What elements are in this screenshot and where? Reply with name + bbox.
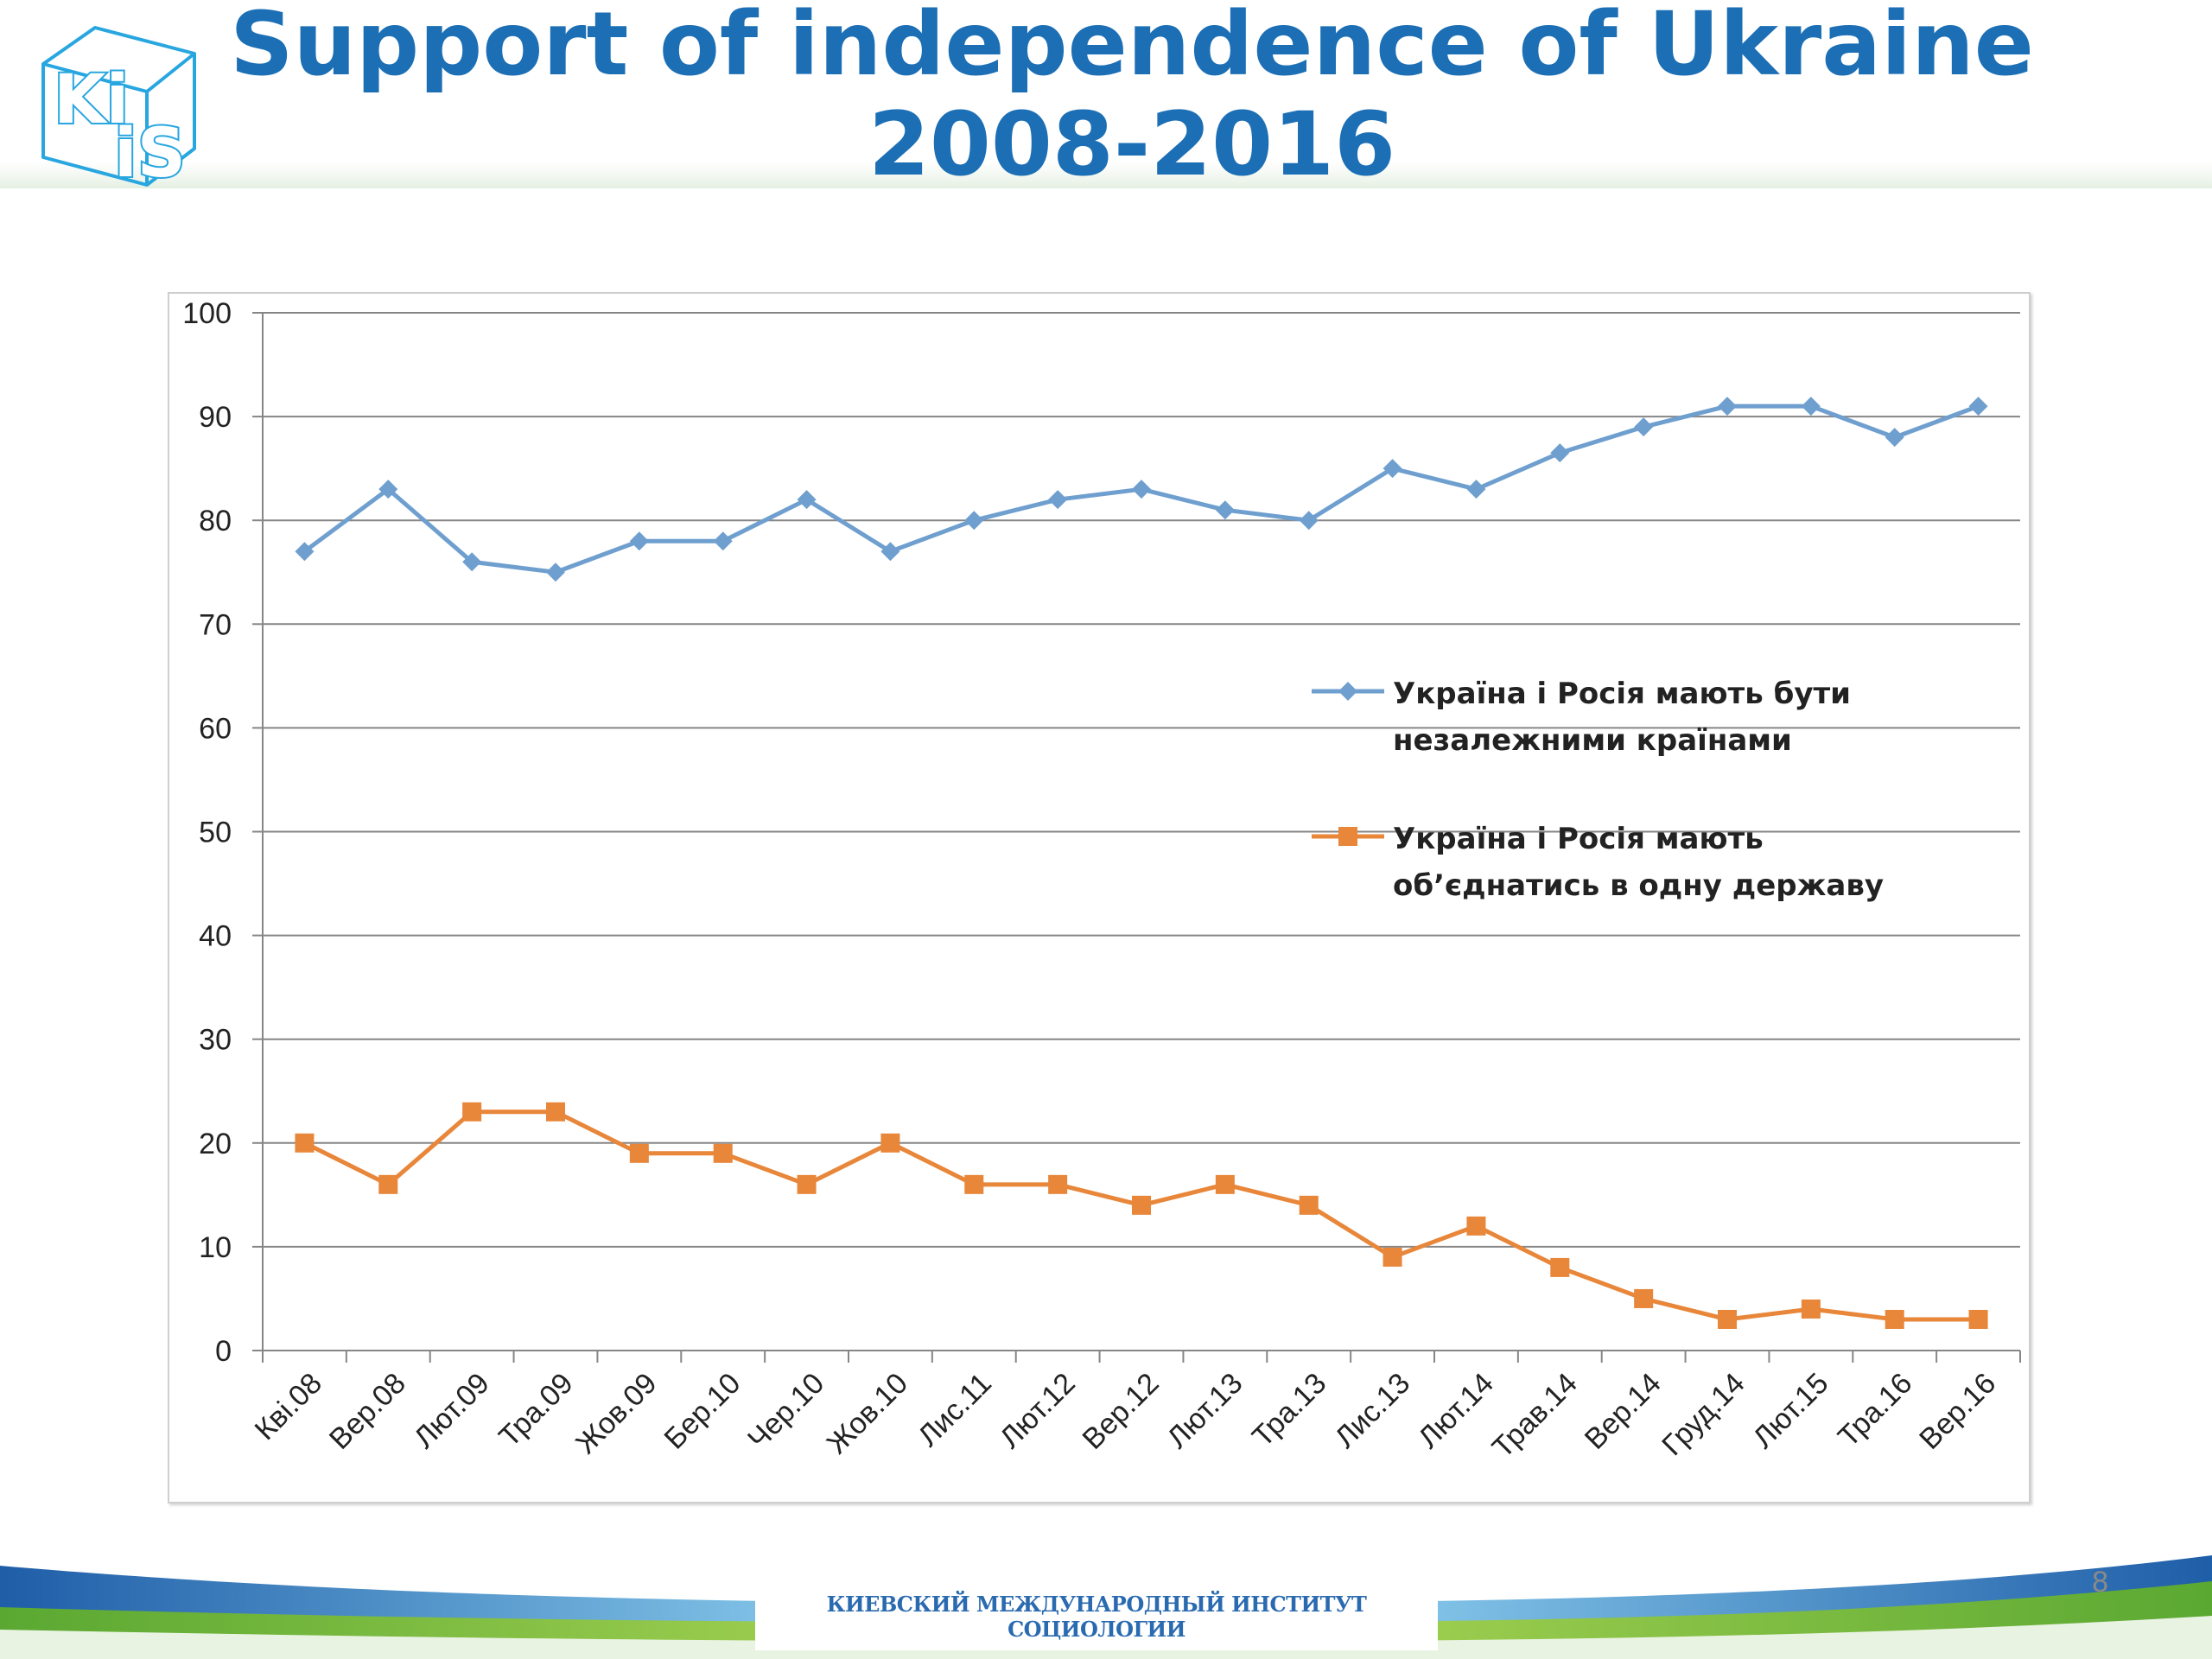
y-tick-label: 60 xyxy=(199,712,232,745)
data-point-square xyxy=(1801,1299,1821,1319)
data-point-diamond xyxy=(462,552,482,572)
y-tick-label: 0 xyxy=(215,1335,232,1368)
y-tick-label: 70 xyxy=(199,608,232,641)
x-tick-label: Жов.10 xyxy=(821,1367,914,1460)
x-tick-label: Чер.10 xyxy=(741,1367,830,1456)
slide-title: Support of independence of Ukraine 2008-… xyxy=(173,0,2091,195)
data-point-diamond xyxy=(797,490,817,510)
x-tick-label: Тра.09 xyxy=(493,1367,579,1453)
x-tick-label: Лют.13 xyxy=(1161,1367,1249,1455)
data-point-diamond xyxy=(546,563,565,582)
data-point-square xyxy=(1885,1309,1904,1329)
data-point-diamond xyxy=(1550,443,1570,463)
x-tick-label: Тра.16 xyxy=(1832,1367,1918,1453)
data-point-diamond xyxy=(880,542,900,562)
data-point-diamond xyxy=(1215,500,1235,520)
data-point-square xyxy=(295,1133,315,1153)
data-point-square xyxy=(1550,1257,1570,1277)
data-point-diamond xyxy=(1718,397,1737,416)
legend-marker-square xyxy=(1338,827,1357,846)
data-point-diamond xyxy=(378,480,398,499)
x-tick-label: Вер.12 xyxy=(1077,1367,1166,1456)
series-layer xyxy=(295,397,1988,1329)
y-tick-label: 30 xyxy=(199,1024,232,1057)
legend-label: незалежними країнами xyxy=(1393,723,1792,758)
data-point-square xyxy=(462,1102,482,1122)
x-tick-label: Бер.10 xyxy=(658,1367,747,1456)
x-tick-label: Лют.09 xyxy=(408,1367,496,1455)
data-point-square xyxy=(1382,1247,1402,1267)
data-point-square xyxy=(1299,1195,1319,1215)
data-point-square xyxy=(1132,1195,1151,1215)
x-tick-label: Жов.09 xyxy=(569,1367,663,1460)
y-tick-label: 90 xyxy=(199,401,232,434)
data-point-diamond xyxy=(1885,428,1904,448)
data-point-diamond xyxy=(1132,480,1151,499)
data-point-diamond xyxy=(1968,397,1988,416)
y-tick-label: 20 xyxy=(199,1128,232,1160)
logo-text-bottom: iS xyxy=(114,115,186,188)
x-tick-label: Трав.14 xyxy=(1486,1367,1584,1465)
data-point-diamond xyxy=(295,542,315,562)
data-point-diamond xyxy=(1382,459,1402,479)
title-line-1: Support of independence of Ukraine xyxy=(230,0,2034,96)
data-point-diamond xyxy=(964,511,984,531)
data-point-diamond xyxy=(1801,397,1821,416)
x-tick-label: Кві.08 xyxy=(249,1367,328,1446)
x-tick-label: Лис.11 xyxy=(912,1367,998,1453)
title-line-2: 2008-2016 xyxy=(868,93,1396,196)
y-tick-label: 50 xyxy=(199,817,232,849)
data-point-square xyxy=(1718,1309,1737,1329)
legend-label: Україна і Росія мають бути xyxy=(1393,677,1851,711)
legend-marker-diamond xyxy=(1338,682,1357,701)
data-point-square xyxy=(1466,1216,1486,1236)
page-number: 8 xyxy=(2092,1566,2108,1599)
logo-text-top: Ki xyxy=(54,61,129,139)
data-point-square xyxy=(713,1143,733,1163)
kiis-logo: Ki iS xyxy=(41,26,196,188)
y-tick-label: 40 xyxy=(199,920,232,953)
x-tick-label: Вер.16 xyxy=(1913,1367,2002,1456)
y-tick-label: 10 xyxy=(199,1231,232,1264)
gridlines xyxy=(263,312,2020,1248)
x-tick-label: Лют.12 xyxy=(994,1367,1082,1455)
header-band xyxy=(0,0,2212,188)
data-point-diamond xyxy=(713,531,733,551)
x-tick-label: Лис.13 xyxy=(1329,1367,1417,1455)
data-point-diamond xyxy=(629,531,649,551)
data-point-square xyxy=(378,1174,398,1194)
x-tick-label: Груд.14 xyxy=(1656,1367,1751,1462)
data-point-square xyxy=(1215,1174,1235,1194)
data-point-square xyxy=(546,1102,565,1122)
legend: Україна і Росія мають бути незалежними кр… xyxy=(1312,677,1884,903)
y-tick-label: 100 xyxy=(182,297,232,330)
data-point-diamond xyxy=(1466,480,1486,499)
data-point-square xyxy=(880,1133,900,1153)
data-point-square xyxy=(964,1174,984,1194)
y-tick-label: 80 xyxy=(199,505,232,537)
x-tick-label: Вер.08 xyxy=(323,1367,412,1456)
data-point-square xyxy=(797,1174,817,1194)
footer-label-box xyxy=(755,1564,1438,1650)
data-point-square xyxy=(1968,1309,1988,1329)
legend-label: Україна і Росія мають xyxy=(1393,822,1764,856)
x-tick-label: Тра.13 xyxy=(1246,1367,1332,1453)
data-point-square xyxy=(1048,1174,1068,1194)
data-point-diamond xyxy=(1299,511,1319,531)
x-tick-label: Лют.15 xyxy=(1747,1367,1835,1455)
data-point-square xyxy=(1634,1288,1654,1308)
data-point-square xyxy=(629,1143,649,1163)
data-point-diamond xyxy=(1048,490,1068,510)
data-point-diamond xyxy=(1634,417,1654,437)
footer-institute-name: КИЕВСКИЙ МЕЖДУНАРОДНЫЙ ИНСТИТУТ СОЦИОЛОГ… xyxy=(826,1592,1367,1642)
legend-label: об’єднатись в одну державу xyxy=(1393,868,1884,903)
x-tick-label: Вер.14 xyxy=(1579,1367,1668,1456)
